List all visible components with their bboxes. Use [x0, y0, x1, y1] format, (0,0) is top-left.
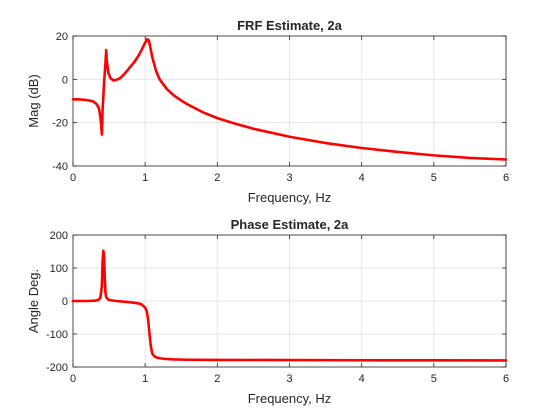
- x-tick-label: 2: [214, 172, 220, 184]
- y-tick-label: 0: [62, 74, 68, 86]
- x-tick-label: 1: [142, 172, 148, 184]
- x-tick-label: 4: [359, 172, 365, 184]
- y-tick-label: -200: [46, 362, 68, 374]
- x-tick-label: 2: [214, 373, 220, 385]
- y-tick-label: 200: [50, 230, 68, 242]
- x-tick-label: 0: [70, 172, 76, 184]
- x-axis-label: Frequency, Hz: [248, 391, 332, 406]
- x-tick-label: 0: [70, 373, 76, 385]
- x-tick-label: 3: [286, 373, 292, 385]
- chart-title: FRF Estimate, 2a: [237, 18, 343, 33]
- y-tick-label: -40: [52, 161, 68, 173]
- y-tick-label: 100: [50, 263, 68, 275]
- chart-title: Phase Estimate, 2a: [231, 217, 350, 232]
- x-tick-label: 1: [142, 373, 148, 385]
- x-tick-label: 6: [503, 373, 509, 385]
- series-line-1: [71, 37, 508, 161]
- y-tick-label: 0: [62, 296, 68, 308]
- y-axis-label: Mag (dB): [26, 74, 41, 127]
- series-line-1: [71, 249, 508, 362]
- x-tick-label: 5: [431, 172, 437, 184]
- chart-panel-1: 0 1 2 3 4 5 6 -40 -20 0 20 FRF Estimate, 2a Frequenc…: [26, 18, 509, 205]
- x-tick-label: 5: [431, 373, 437, 385]
- y-tick-label: -100: [46, 329, 68, 341]
- chart-panel-2: 0 1 2 3 4 5 6 -200 -100 0 100 200 Phase Estimate, 2a…: [26, 217, 509, 406]
- x-axis-label: Frequency, Hz: [248, 190, 332, 205]
- x-tick-label: 3: [286, 172, 292, 184]
- y-axis-label: Angle Deg.: [26, 269, 41, 333]
- y-tick-label: 20: [56, 31, 68, 43]
- y-tick-label: -20: [52, 118, 68, 130]
- x-tick-label: 4: [359, 373, 365, 385]
- x-tick-label: 6: [503, 172, 509, 184]
